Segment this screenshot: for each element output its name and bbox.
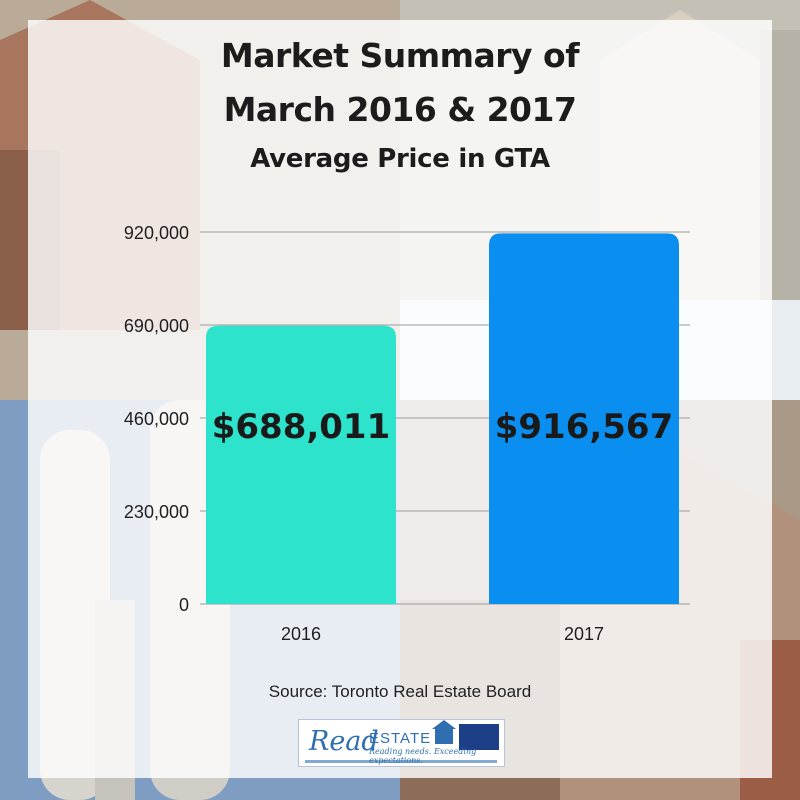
y-tick-label: 690,000 bbox=[124, 316, 189, 336]
chart-subtitle: Average Price in GTA bbox=[250, 144, 550, 174]
title-line-2: March 2016 & 2017 bbox=[223, 90, 577, 129]
x-tick-label: 2017 bbox=[564, 624, 604, 644]
title-line-1: Market Summary of bbox=[220, 36, 580, 75]
y-tick-label: 460,000 bbox=[124, 409, 189, 429]
bar-2016 bbox=[206, 325, 396, 604]
bar-2017 bbox=[489, 233, 679, 604]
y-tick-label: 230,000 bbox=[124, 502, 189, 522]
data-label-2017: $916,567 bbox=[495, 407, 674, 447]
y-tick-label: 920,000 bbox=[124, 223, 189, 243]
logo-word: Read bbox=[309, 726, 379, 757]
house-icon bbox=[432, 720, 456, 744]
data-label-2016: $688,011 bbox=[212, 407, 391, 447]
logo-strip bbox=[305, 760, 497, 763]
source-note: Source: Toronto Real Estate Board bbox=[268, 682, 532, 701]
y-tick-label: 0 bbox=[179, 595, 189, 615]
brand-logo: Read ESTATE Reading needs. Exceeding exp… bbox=[298, 719, 505, 767]
x-tick-label: 2016 bbox=[281, 624, 321, 644]
brokerage-badge-icon bbox=[459, 724, 499, 750]
logo-estate: ESTATE bbox=[369, 730, 432, 747]
